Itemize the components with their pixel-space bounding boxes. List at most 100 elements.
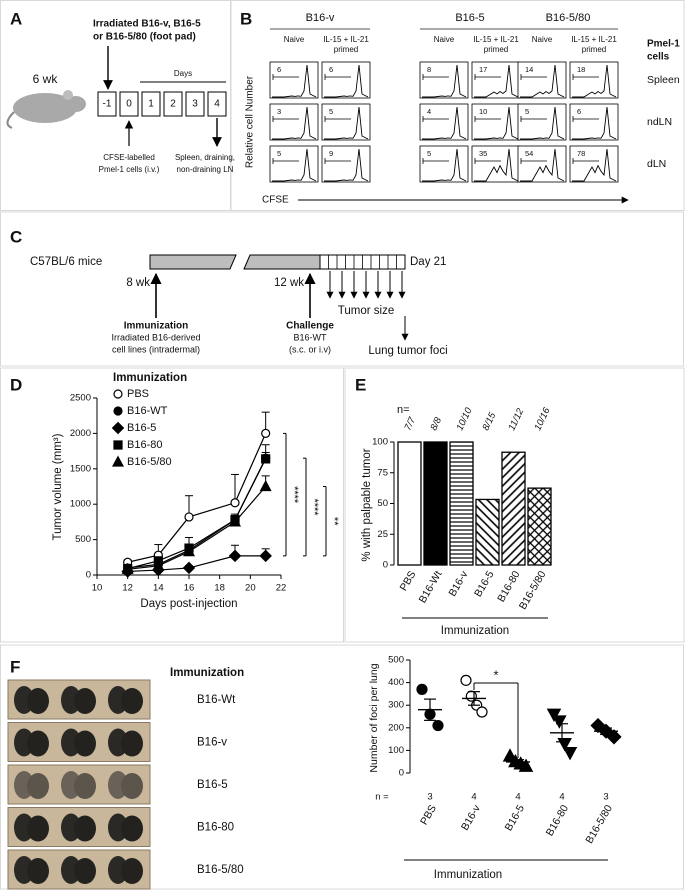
- gate-percentage: 5: [525, 107, 529, 116]
- legend-marker: [111, 421, 125, 435]
- age-label: 12 wk: [274, 277, 304, 289]
- harvest-text: non-draining LN: [177, 165, 234, 174]
- bar: [449, 441, 474, 566]
- lung-lobe: [27, 688, 49, 714]
- histogram-trace: [520, 64, 565, 98]
- harvest-text: Spleen, draining,: [175, 153, 235, 162]
- histogram-trace: [422, 106, 467, 140]
- panel-frame: [344, 367, 685, 643]
- point: [416, 683, 428, 695]
- n-value: 4: [515, 792, 520, 803]
- y-tick-label: 100: [372, 437, 388, 448]
- lung-lobe: [74, 730, 96, 757]
- lung-lobe: [74, 858, 96, 884]
- y-tick-label: 100: [388, 745, 404, 756]
- panel-frame: [0, 211, 684, 367]
- day-label: 0: [126, 99, 132, 110]
- value-label: 7/7: [403, 415, 419, 432]
- challenge-text: B16-WT: [293, 332, 327, 342]
- point: [228, 549, 242, 563]
- photo-row-label: B16-v: [197, 737, 227, 749]
- row-label: dLN: [647, 158, 666, 170]
- point: [432, 719, 444, 732]
- point: [518, 758, 534, 772]
- histogram-frame: [419, 145, 469, 183]
- y-tick-label: 500: [75, 534, 91, 545]
- mouse-head: [66, 96, 86, 112]
- point: [476, 706, 488, 718]
- y-tick-label: 2000: [70, 428, 91, 439]
- readout-label: Tumor size: [338, 305, 394, 317]
- point: [230, 498, 240, 508]
- gate-percentage: 3: [277, 107, 281, 116]
- day-box: [97, 91, 117, 117]
- cells-label: cells: [647, 52, 670, 63]
- significance-label: ****: [288, 486, 300, 504]
- histogram-trace: [474, 106, 519, 140]
- mouse-icon: [6, 90, 86, 129]
- legend-marker: [111, 455, 125, 467]
- x-tick-label: 20: [245, 583, 256, 594]
- condition-label: primed: [484, 45, 508, 54]
- value-label: 8/8: [429, 415, 445, 432]
- point: [184, 512, 194, 522]
- x-axis-label: Immunization: [434, 869, 502, 881]
- x-tick-label: 18: [214, 583, 225, 594]
- histogram-trace: [324, 148, 369, 182]
- day-box: [163, 91, 183, 117]
- group-label: B16-5: [455, 12, 484, 24]
- point: [259, 549, 272, 563]
- lung-lobe: [121, 730, 143, 757]
- challenge-text: Challenge: [286, 321, 334, 332]
- day-label: -1: [103, 99, 112, 110]
- lung-lobe: [27, 730, 49, 757]
- histogram-trace: [272, 64, 317, 98]
- y-axis-label: Number of foci per lung: [368, 663, 380, 772]
- days-label: Days: [174, 69, 192, 78]
- day-box: [185, 91, 205, 117]
- group-label: B16-5/80: [546, 12, 591, 24]
- age-label: 8 wk: [126, 277, 150, 289]
- gate-percentage: 17: [479, 65, 487, 74]
- day-box: [141, 91, 161, 117]
- y-tick-label: 500: [388, 655, 404, 666]
- legend-title: Immunization: [113, 372, 187, 384]
- point: [182, 545, 196, 557]
- day-box: [119, 91, 139, 117]
- timeline-bar: [243, 254, 321, 270]
- histogram-trace: [572, 64, 617, 98]
- immunization-text: Immunization: [124, 321, 188, 332]
- panel-frame: [0, 367, 344, 643]
- readout-label: Lung tumor foci: [368, 345, 447, 357]
- group-label: B16-v: [306, 12, 335, 24]
- gate-percentage: 35: [479, 149, 487, 158]
- bar: [475, 498, 500, 566]
- x-axis-label: Days post-injection: [140, 598, 237, 610]
- timeline-bar: [149, 254, 237, 270]
- panel-frame: [0, 644, 684, 890]
- y-tick-label: 400: [388, 677, 404, 688]
- x-axis-label: Immunization: [441, 625, 509, 637]
- x-tick-label: 12: [122, 583, 133, 594]
- day-box: [207, 91, 227, 117]
- condition-label: Naive: [284, 35, 305, 44]
- challenge-text: (s.c. or i.v): [289, 344, 331, 354]
- y-tick-label: 25: [377, 529, 388, 540]
- histogram-trace: [422, 64, 467, 98]
- gate-percentage: 9: [329, 149, 333, 158]
- day-label: 4: [214, 99, 220, 110]
- point: [228, 515, 242, 527]
- bar: [423, 441, 448, 566]
- y-tick-label: 2500: [70, 393, 91, 404]
- condition-label: primed: [582, 45, 606, 54]
- histogram-trace: [520, 148, 565, 182]
- mouse-age: 6 wk: [33, 72, 59, 86]
- point: [261, 428, 271, 438]
- legend-label: B16-5/80: [127, 456, 172, 468]
- lung-lobe: [27, 858, 49, 884]
- cells-label: Pmel-1: [647, 39, 680, 50]
- legend-label: PBS: [127, 388, 149, 400]
- photo-row-label: B16-5/80: [197, 864, 244, 876]
